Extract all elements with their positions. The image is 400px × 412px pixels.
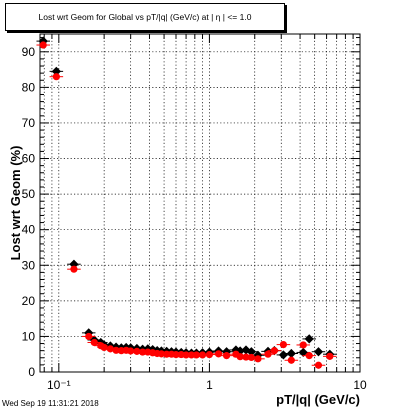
circle-marker [222, 352, 231, 360]
diamond-marker [221, 347, 232, 357]
diamond-marker [246, 347, 256, 357]
y-axis-title: Lost wrt Geom (%) [8, 146, 23, 261]
data-point [302, 352, 316, 360]
data-point [87, 338, 102, 347]
diamond-marker [298, 347, 308, 358]
data-point [284, 348, 299, 359]
circle-marker [70, 265, 78, 273]
circle-marker [39, 41, 47, 49]
circle-marker [314, 361, 323, 369]
y-tick-label: 40 [22, 223, 36, 237]
data-point [81, 332, 96, 341]
data-point [276, 341, 291, 349]
x-tick-label: 10⁻¹ [47, 378, 71, 392]
y-tick-label: 80 [22, 80, 36, 94]
data-point [244, 347, 259, 357]
data-point [267, 347, 282, 355]
y-tick-label: 50 [22, 187, 36, 201]
circle-marker [198, 351, 207, 359]
circle-marker [287, 356, 295, 364]
circle-marker [90, 338, 98, 347]
data-point [323, 352, 337, 360]
circle-marker [279, 341, 288, 349]
data-point [311, 361, 326, 369]
x-tick-label: 1 [206, 378, 213, 392]
data-point [219, 352, 234, 360]
diamond-marker [313, 347, 324, 357]
y-tick-label: 60 [22, 152, 36, 166]
circle-marker [52, 73, 60, 81]
chart-title: Lost wrt Geom for Global vs pT/|q| (GeV/… [5, 3, 285, 31]
data-point [296, 341, 311, 349]
circle-marker [254, 355, 262, 363]
x-tick-label: 10 [353, 378, 367, 392]
plot-frame [39, 33, 361, 373]
circle-marker [205, 350, 214, 359]
circle-marker [264, 350, 272, 358]
circle-marker [247, 353, 255, 362]
y-tick-label: 70 [22, 116, 36, 130]
data-point [67, 265, 81, 273]
circle-marker [270, 347, 278, 355]
data-point [49, 66, 64, 76]
diamond-marker [231, 345, 241, 355]
diamond-marker [304, 334, 314, 344]
diamond-marker [278, 350, 289, 360]
circle-marker [326, 352, 334, 360]
y-tick-label: 20 [22, 294, 36, 308]
data-point [311, 347, 326, 357]
diamond-marker [286, 348, 296, 359]
data-point [251, 355, 265, 363]
circle-marker [299, 341, 307, 349]
data-point [219, 347, 234, 357]
x-axis-title: pT/|q| (GeV/c) [276, 392, 360, 407]
circle-marker [100, 343, 108, 352]
data-point [202, 350, 217, 359]
timestamp: Wed Sep 19 11:31:21 2018 [2, 399, 99, 408]
data-point [36, 41, 51, 49]
circle-marker [85, 332, 93, 341]
data-point [276, 350, 291, 360]
diamond-marker [51, 66, 61, 76]
data-point [302, 334, 316, 344]
circle-marker [133, 347, 141, 355]
y-tick-label: 30 [22, 258, 36, 272]
data-point [261, 350, 275, 358]
data-point [284, 356, 299, 364]
circle-marker [214, 350, 223, 358]
data-point [49, 73, 64, 81]
y-tick-label: 90 [22, 45, 36, 59]
y-tick-label: 10 [22, 329, 36, 343]
circle-marker [305, 352, 313, 360]
diamond-marker [241, 345, 251, 355]
y-tick-label: 0 [28, 365, 35, 379]
